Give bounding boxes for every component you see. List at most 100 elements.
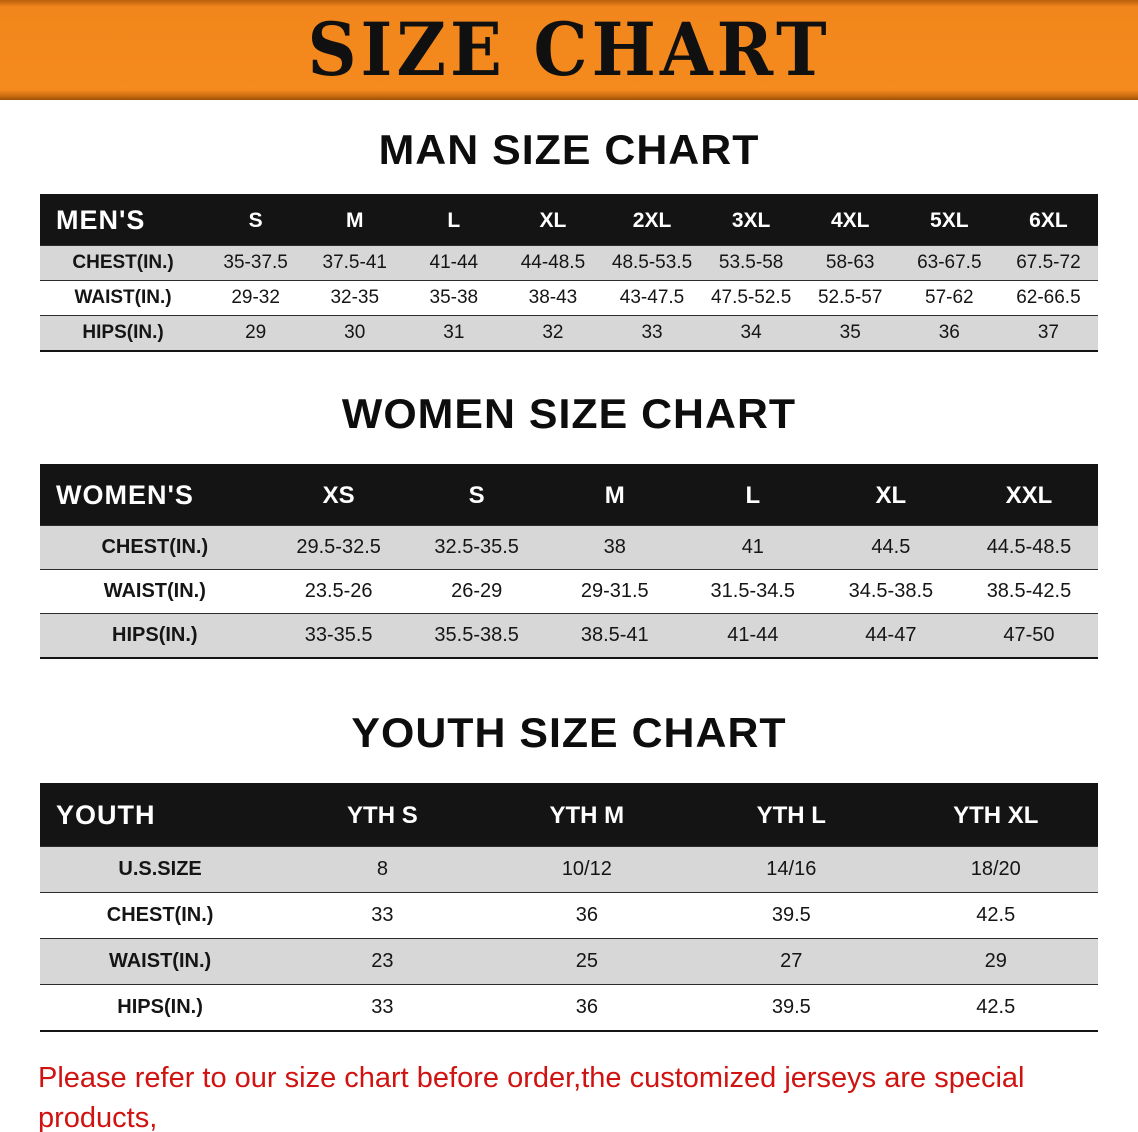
size-value-cell: 62-66.5 bbox=[998, 280, 1098, 316]
size-column-header: S bbox=[407, 465, 546, 526]
size-value-cell: 41-44 bbox=[404, 245, 504, 281]
size-value-cell: 29-31.5 bbox=[545, 569, 684, 614]
table-header-row: YOUTH YTH S YTH M YTH L YTH XL bbox=[40, 784, 1098, 847]
size-value-cell: 58-63 bbox=[800, 245, 900, 281]
table-title-cell: MEN'S bbox=[40, 195, 207, 246]
table-row: CHEST(IN.) 35-37.5 37.5-41 41-44 44-48.5 48.5… bbox=[40, 245, 1098, 281]
size-value-cell: 33 bbox=[280, 892, 485, 939]
size-value-cell: 44.5-48.5 bbox=[959, 525, 1098, 570]
size-column-header: XS bbox=[269, 465, 408, 526]
size-column-header: YTH S bbox=[280, 784, 485, 847]
size-value-cell: 38 bbox=[545, 525, 684, 570]
table-row: CHEST(IN.) 29.5-32.5 32.5-35.5 38 41 44.5 44.5… bbox=[40, 525, 1098, 570]
size-value-cell: 31 bbox=[404, 315, 504, 351]
size-value-cell: 44-48.5 bbox=[503, 245, 603, 281]
size-value-cell: 36 bbox=[899, 315, 999, 351]
table-title-cell: WOMEN'S bbox=[40, 465, 270, 526]
size-value-cell: 38.5-41 bbox=[545, 613, 684, 658]
size-value-cell: 30 bbox=[305, 315, 405, 351]
size-value-cell: 23 bbox=[280, 938, 485, 985]
size-column-header: 6XL bbox=[998, 195, 1098, 246]
size-value-cell: 29.5-32.5 bbox=[269, 525, 408, 570]
size-value-cell: 25 bbox=[484, 938, 690, 985]
size-chart-banner: SIZE CHART bbox=[0, 0, 1138, 100]
size-value-cell: 47.5-52.5 bbox=[701, 280, 801, 316]
size-value-cell: 63-67.5 bbox=[899, 245, 999, 281]
size-value-cell: 35 bbox=[800, 315, 900, 351]
size-value-cell: 35-37.5 bbox=[206, 245, 306, 281]
size-column-header: M bbox=[305, 195, 405, 246]
table-title-cell: YOUTH bbox=[40, 784, 281, 847]
size-value-cell: 29 bbox=[206, 315, 306, 351]
size-value-cell: 36 bbox=[484, 984, 690, 1031]
size-value-cell: 37.5-41 bbox=[305, 245, 405, 281]
row-label: CHEST(IN.) bbox=[40, 245, 207, 281]
row-label: WAIST(IN.) bbox=[40, 569, 270, 614]
size-value-cell: 29 bbox=[893, 938, 1098, 985]
size-value-cell: 8 bbox=[280, 846, 485, 893]
youth-size-chart-heading: YOUTH SIZE CHART bbox=[351, 709, 787, 756]
row-label: CHEST(IN.) bbox=[40, 892, 281, 939]
size-value-cell: 31.5-34.5 bbox=[683, 569, 822, 614]
size-value-cell: 42.5 bbox=[893, 984, 1098, 1031]
size-value-cell: 18/20 bbox=[893, 846, 1098, 893]
women-size-table: WOMEN'S XS S M L XL XXL CHEST(IN.) 29.5-32.5 32.5… bbox=[40, 464, 1098, 659]
row-label: CHEST(IN.) bbox=[40, 525, 270, 570]
size-column-header: 4XL bbox=[800, 195, 900, 246]
table-header-row: WOMEN'S XS S M L XL XXL bbox=[40, 465, 1098, 526]
size-value-cell: 33 bbox=[280, 984, 485, 1031]
row-label: WAIST(IN.) bbox=[40, 938, 281, 985]
size-value-cell: 26-29 bbox=[407, 569, 546, 614]
size-value-cell: 48.5-53.5 bbox=[602, 245, 702, 281]
size-column-header: 5XL bbox=[899, 195, 999, 246]
size-value-cell: 32-35 bbox=[305, 280, 405, 316]
size-value-cell: 52.5-57 bbox=[800, 280, 900, 316]
size-value-cell: 43-47.5 bbox=[602, 280, 702, 316]
size-column-header: S bbox=[206, 195, 306, 246]
size-value-cell: 23.5-26 bbox=[269, 569, 408, 614]
youth-size-table: YOUTH YTH S YTH M YTH L YTH XL U.S.SIZE 8 10/12… bbox=[40, 783, 1098, 1032]
size-column-header: L bbox=[683, 465, 822, 526]
banner-title: SIZE CHART bbox=[307, 6, 831, 94]
size-value-cell: 42.5 bbox=[893, 892, 1098, 939]
size-value-cell: 35.5-38.5 bbox=[407, 613, 546, 658]
size-value-cell: 34.5-38.5 bbox=[821, 569, 960, 614]
row-label: WAIST(IN.) bbox=[40, 280, 207, 316]
size-column-header: YTH M bbox=[484, 784, 690, 847]
table-row: WAIST(IN.) 29-32 32-35 35-38 38-43 43-47.5 47.… bbox=[40, 280, 1098, 316]
size-column-header: 2XL bbox=[602, 195, 702, 246]
size-value-cell: 39.5 bbox=[689, 984, 894, 1031]
size-value-cell: 57-62 bbox=[899, 280, 999, 316]
disclaimer-line-1: Please refer to our size chart before or… bbox=[38, 1062, 1025, 1132]
size-value-cell: 10/12 bbox=[484, 846, 690, 893]
size-value-cell: 36 bbox=[484, 892, 690, 939]
size-value-cell: 39.5 bbox=[689, 892, 894, 939]
size-value-cell: 38-43 bbox=[503, 280, 603, 316]
table-row: CHEST(IN.) 33 36 39.5 42.5 bbox=[40, 892, 1098, 939]
size-value-cell: 32.5-35.5 bbox=[407, 525, 546, 570]
size-value-cell: 38.5-42.5 bbox=[959, 569, 1098, 614]
size-value-cell: 27 bbox=[689, 938, 894, 985]
size-column-header: 3XL bbox=[701, 195, 801, 246]
size-column-header: XXL bbox=[959, 465, 1098, 526]
size-value-cell: 34 bbox=[701, 315, 801, 351]
size-column-header: L bbox=[404, 195, 504, 246]
row-label: HIPS(IN.) bbox=[40, 315, 207, 351]
size-value-cell: 47-50 bbox=[959, 613, 1098, 658]
size-value-cell: 29-32 bbox=[206, 280, 306, 316]
table-header-row: MEN'S S M L XL 2XL 3XL 4XL 5XL 6XL bbox=[40, 195, 1098, 246]
table-row: HIPS(IN.) 33-35.5 35.5-38.5 38.5-41 41-44 44-… bbox=[40, 613, 1098, 658]
size-value-cell: 41 bbox=[683, 525, 822, 570]
size-value-cell: 33-35.5 bbox=[269, 613, 408, 658]
size-column-header: XL bbox=[821, 465, 960, 526]
table-row: U.S.SIZE 8 10/12 14/16 18/20 bbox=[40, 846, 1098, 893]
size-value-cell: 35-38 bbox=[404, 280, 504, 316]
row-label: U.S.SIZE bbox=[40, 846, 281, 893]
table-row: HIPS(IN.) 29 30 31 32 33 34 35 36 37 bbox=[40, 315, 1098, 351]
size-column-header: XL bbox=[503, 195, 603, 246]
man-size-chart-heading: MAN SIZE CHART bbox=[378, 126, 760, 173]
size-value-cell: 41-44 bbox=[683, 613, 822, 658]
size-value-cell: 67.5-72 bbox=[998, 245, 1098, 281]
table-row: WAIST(IN.) 23 25 27 29 bbox=[40, 938, 1098, 985]
size-value-cell: 53.5-58 bbox=[701, 245, 801, 281]
